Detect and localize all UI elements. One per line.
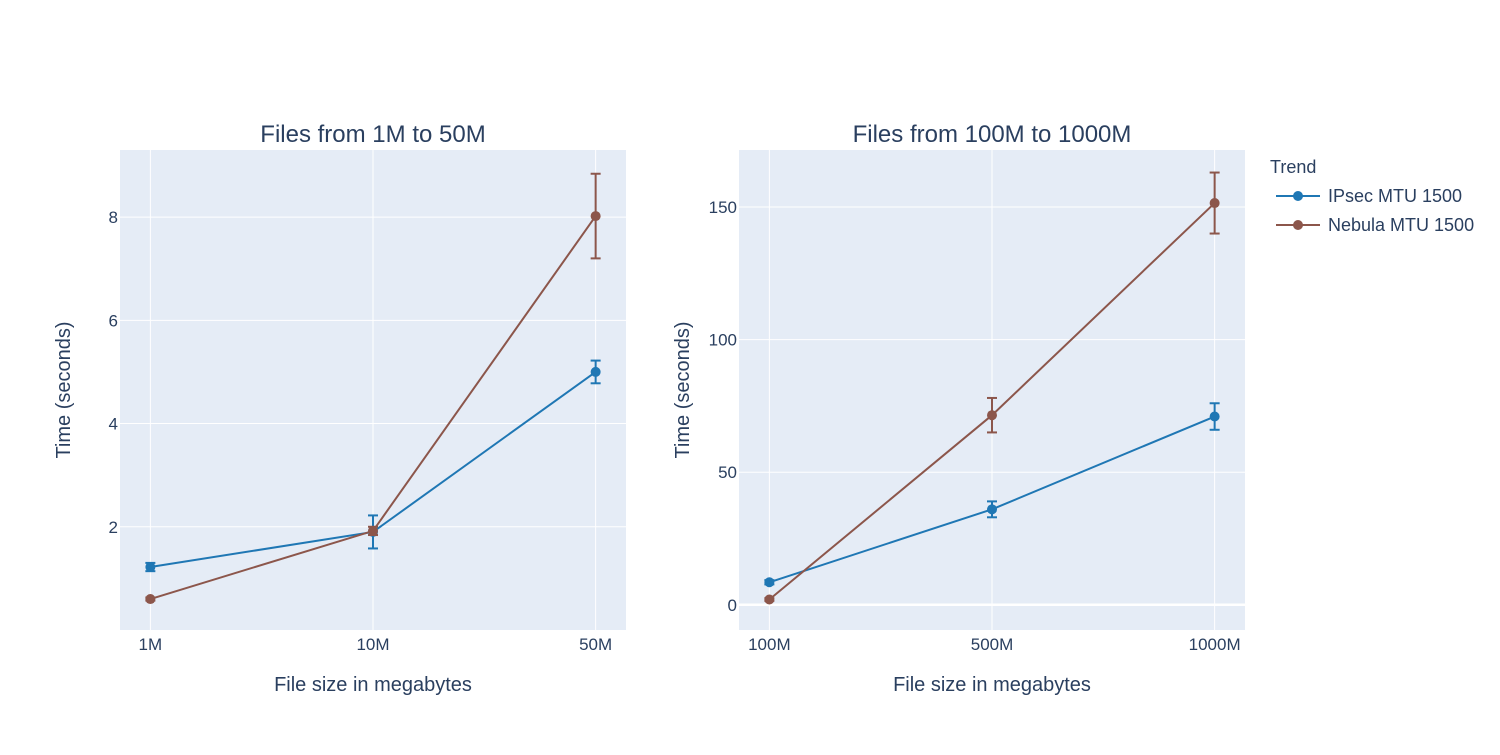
chart2-x-tick-label: 500M [971, 635, 1014, 654]
chart2-series1-point [764, 577, 775, 588]
chart1-y-tick-label: 6 [109, 311, 118, 330]
chart1-series2-point [368, 525, 378, 536]
legend-item-label: Nebula MTU 1500 [1328, 215, 1474, 235]
chart2-series2-point [1209, 198, 1220, 209]
legend-swatch-marker [1293, 191, 1303, 201]
chart1-series1-point [590, 366, 601, 377]
chart2-y-tick-label: 150 [709, 198, 737, 217]
chart2-y-tick-label: 50 [718, 463, 737, 482]
chart1-y-tick-label: 2 [109, 518, 118, 537]
chart1-x-tick-label: 1M [139, 635, 163, 654]
legend-title: Trend [1270, 157, 1316, 177]
chart2-series1-point [1209, 411, 1220, 422]
chart2-y-tick-label: 100 [709, 331, 737, 350]
chart2-x-axis-title: File size in megabytes [893, 674, 1091, 696]
chart2-series2-point [764, 594, 775, 605]
chart1-x-axis-title: File size in megabytes [274, 674, 472, 696]
chart2-y-axis-title: Time (seconds) [672, 321, 694, 458]
chart1-title: Files from 1M to 50M [260, 121, 485, 148]
legend-item-label: IPsec MTU 1500 [1328, 186, 1462, 206]
chart1-series2-point [590, 211, 601, 222]
chart1-series1-point [145, 562, 156, 573]
chart1-y-tick-label: 4 [109, 415, 118, 434]
chart1-x-tick-label: 50M [579, 635, 612, 654]
legend-swatch-marker [1293, 220, 1303, 230]
chart1-series2-point [145, 594, 156, 605]
chart2-title: Files from 100M to 1000M [853, 121, 1132, 148]
chart1-y-tick-label: 8 [109, 208, 118, 227]
chart1-x-tick-label: 10M [356, 635, 389, 654]
chart1-y-axis-title: Time (seconds) [53, 321, 75, 458]
chart2-series1-point [987, 504, 997, 515]
chart2-x-tick-label: 100M [748, 635, 791, 654]
chart2-y-tick-label: 0 [728, 596, 737, 615]
chart2-series2-point [987, 410, 997, 421]
chart2-x-tick-label: 1000M [1189, 635, 1241, 654]
